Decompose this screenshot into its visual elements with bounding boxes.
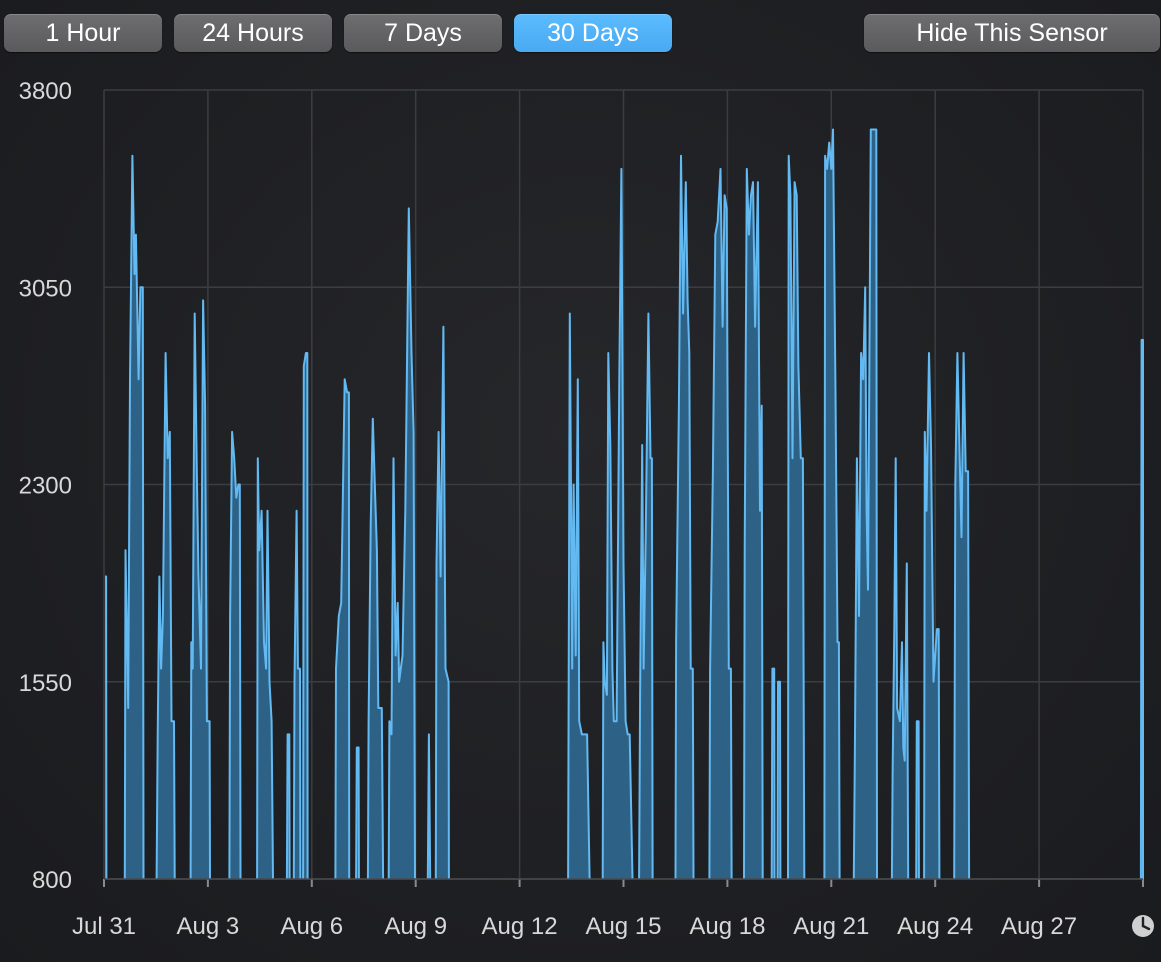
y-tick-label: 3800 bbox=[19, 78, 72, 105]
chart-axes: 800 1550 2300 3050 3800 Jul 31 Aug 3 Aug 6 Aug 9… bbox=[19, 78, 1144, 940]
series-line-segment bbox=[923, 352, 941, 880]
series-line-segment bbox=[770, 667, 776, 880]
y-tick-label: 3050 bbox=[19, 275, 72, 302]
x-tick-label: Aug 6 bbox=[280, 913, 343, 940]
x-tick-label: Aug 12 bbox=[482, 913, 558, 940]
series-line-segment bbox=[155, 352, 176, 880]
x-tick-label: Aug 3 bbox=[177, 913, 240, 940]
series-area-segment bbox=[824, 129, 840, 879]
series-line-segment bbox=[366, 417, 385, 880]
series-area-segment bbox=[954, 353, 970, 879]
series-area-segment bbox=[568, 313, 590, 879]
series-line-segment bbox=[105, 575, 108, 880]
series-line-segment bbox=[823, 128, 841, 880]
range-30-days-button[interactable]: 30 Days bbox=[514, 14, 672, 52]
series-line-segment bbox=[1139, 338, 1144, 880]
y-tick-label: 1550 bbox=[19, 670, 72, 697]
series-line-segment bbox=[355, 746, 360, 880]
x-tick-label: Aug 27 bbox=[1001, 913, 1077, 940]
x-tick-label: Aug 18 bbox=[689, 913, 765, 940]
range-1-hour-button[interactable]: 1 Hour bbox=[4, 14, 162, 52]
series-line-segment bbox=[953, 352, 971, 880]
series-line-segment bbox=[915, 720, 920, 880]
series-line-segment bbox=[674, 154, 695, 880]
series-line-segment bbox=[189, 299, 211, 880]
series-line-segment bbox=[852, 128, 878, 880]
x-tick-label: Aug 24 bbox=[897, 913, 973, 940]
range-24-hours-button[interactable]: 24 Hours bbox=[174, 14, 332, 52]
series-area-segment bbox=[156, 353, 175, 879]
series-line-segment bbox=[601, 167, 634, 880]
x-tick-label: Jul 31 bbox=[72, 913, 136, 940]
series-line-segment bbox=[776, 680, 782, 880]
series-line-segment bbox=[567, 312, 591, 880]
series-area-segment bbox=[124, 155, 144, 880]
series-area-segment bbox=[788, 155, 805, 880]
y-tick-label: 800 bbox=[32, 867, 72, 894]
series-line-segment bbox=[334, 378, 351, 880]
range-7-days-button[interactable]: 7 Days bbox=[344, 14, 502, 52]
series-line-segment bbox=[638, 312, 654, 880]
series-line-segment bbox=[256, 457, 274, 880]
series-area-segment bbox=[293, 510, 301, 879]
series-area-segment bbox=[435, 326, 449, 879]
x-tick-label: Aug 15 bbox=[585, 913, 661, 940]
series-area-segment bbox=[367, 418, 384, 879]
series-line-segment bbox=[285, 733, 291, 880]
series-line-segment bbox=[426, 733, 432, 880]
hide-sensor-button[interactable]: Hide This Sensor bbox=[864, 14, 1160, 52]
series-line-segment bbox=[787, 154, 806, 880]
x-tick-label: Aug 21 bbox=[793, 913, 869, 940]
series-line-segment bbox=[387, 207, 416, 880]
series-line-segment bbox=[292, 509, 302, 880]
chart-series bbox=[105, 128, 1144, 880]
clock-icon[interactable] bbox=[1132, 915, 1154, 937]
series-area-segment bbox=[924, 353, 940, 879]
series-area-segment bbox=[639, 313, 653, 879]
series-line-segment bbox=[123, 154, 145, 880]
series-area-segment bbox=[853, 129, 878, 879]
series-area-segment bbox=[335, 379, 350, 879]
series-area-segment bbox=[229, 431, 241, 879]
series-area-segment bbox=[388, 208, 416, 879]
series-line-segment bbox=[890, 457, 910, 880]
series-line-segment bbox=[302, 352, 309, 880]
y-tick-label: 2300 bbox=[19, 473, 72, 500]
series-area-segment bbox=[257, 458, 274, 879]
series-line-segment bbox=[708, 167, 733, 880]
series-line-segment bbox=[743, 167, 764, 880]
x-tick-label: Aug 9 bbox=[384, 913, 447, 940]
series-line-segment bbox=[434, 325, 450, 880]
series-line-segment bbox=[228, 430, 242, 880]
